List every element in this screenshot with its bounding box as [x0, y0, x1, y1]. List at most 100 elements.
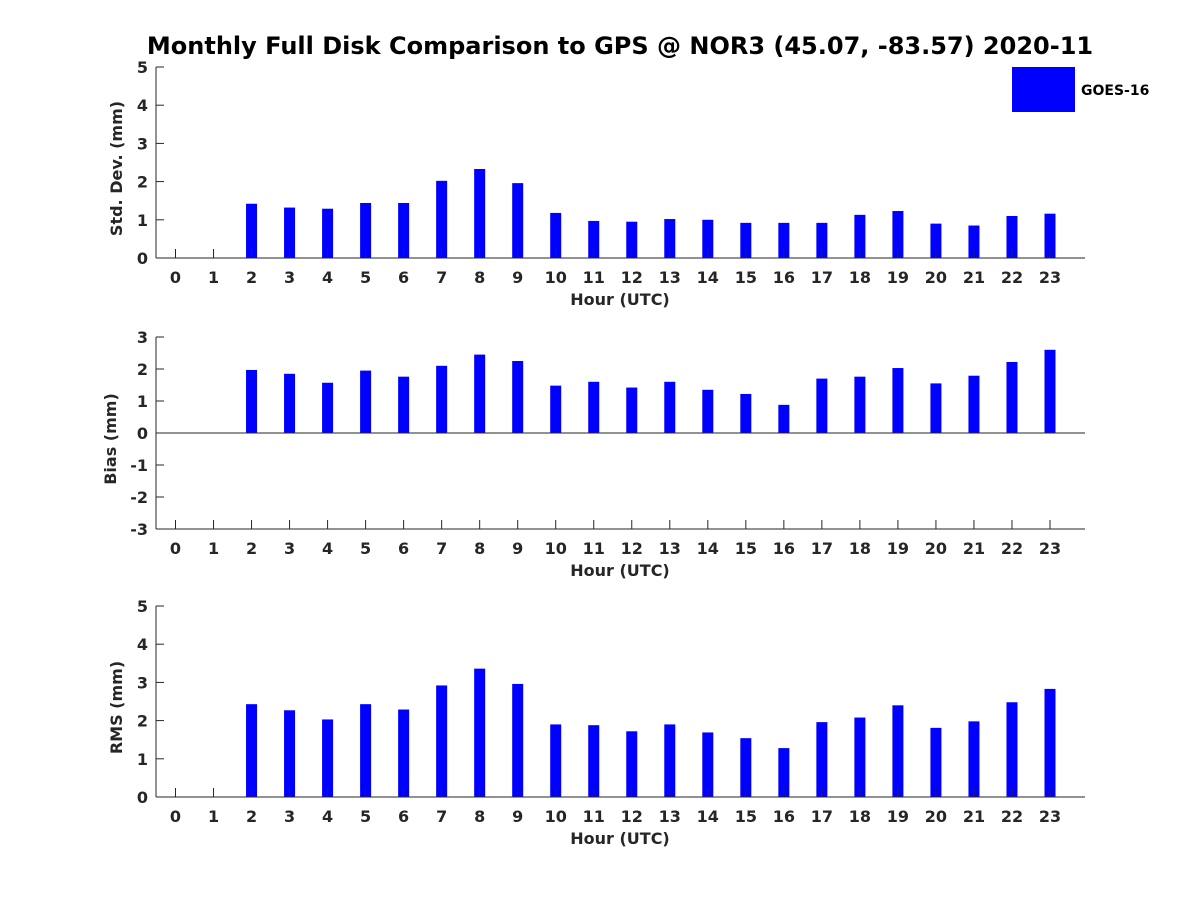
bar-hour-2: [246, 203, 258, 258]
y-tick-label: 2: [137, 360, 148, 379]
bar-hour-20: [930, 383, 942, 433]
bar-hour-11: [588, 381, 600, 433]
y-axis-label: RMS (mm): [107, 661, 126, 754]
x-tick-label: 13: [659, 539, 681, 558]
x-tick-label: 18: [849, 268, 871, 287]
x-tick-label: 12: [621, 268, 643, 287]
chart-title: Monthly Full Disk Comparison to GPS @ NO…: [147, 32, 1093, 60]
x-tick-label: 11: [583, 539, 605, 558]
x-tick-label: 8: [474, 268, 485, 287]
bar-hour-22: [1006, 215, 1018, 258]
x-tick-label: 11: [583, 807, 605, 826]
bar-hour-6: [398, 376, 410, 433]
x-tick-label: 23: [1039, 268, 1061, 287]
bar-hour-18: [854, 214, 866, 258]
y-tick-label: 3: [137, 134, 148, 153]
legend-swatch: [1012, 67, 1075, 112]
bar-hour-17: [816, 222, 828, 258]
y-tick-label: 2: [137, 173, 148, 192]
y-tick-label: -2: [130, 488, 148, 507]
bar-hour-16: [778, 222, 790, 258]
y-tick-label: 3: [137, 328, 148, 347]
x-tick-label: 4: [322, 268, 333, 287]
bar-hour-10: [550, 724, 562, 797]
bar-hour-23: [1044, 349, 1056, 433]
bar-hour-7: [436, 685, 448, 797]
bar-hour-16: [778, 404, 790, 433]
x-tick-label: 14: [697, 539, 719, 558]
y-tick-label: 2: [137, 712, 148, 731]
bar-hour-22: [1006, 702, 1018, 797]
x-tick-label: 10: [545, 807, 567, 826]
x-tick-label: 6: [398, 539, 409, 558]
x-tick-label: 22: [1001, 268, 1023, 287]
x-tick-label: 6: [398, 268, 409, 287]
bar-hour-23: [1044, 688, 1056, 797]
legend-label: GOES-16: [1081, 83, 1149, 99]
bar-hour-18: [854, 376, 866, 433]
x-tick-label: 9: [512, 539, 523, 558]
y-tick-label: 0: [137, 788, 148, 807]
x-tick-label: 17: [811, 807, 833, 826]
bar-hour-12: [626, 221, 638, 258]
x-tick-label: 22: [1001, 539, 1023, 558]
x-tick-label: 21: [963, 807, 985, 826]
bar-hour-13: [664, 219, 676, 258]
bar-hour-4: [322, 208, 334, 258]
x-tick-label: 20: [925, 539, 947, 558]
bar-hour-12: [626, 731, 638, 797]
y-axis-label: Bias (mm): [101, 393, 120, 485]
y-axis-label: Std. Dev. (mm): [107, 101, 126, 236]
bar-hour-9: [512, 361, 524, 433]
bar-hour-14: [702, 389, 714, 433]
bar-hour-18: [854, 717, 866, 797]
y-tick-label: 0: [137, 249, 148, 268]
y-tick-label: 1: [137, 392, 148, 411]
x-tick-label: 5: [360, 539, 371, 558]
bar-hour-19: [892, 705, 904, 797]
x-tick-label: 21: [963, 268, 985, 287]
y-tick-label: 5: [137, 597, 148, 616]
bar-hour-14: [702, 732, 714, 797]
x-tick-label: 1: [208, 539, 219, 558]
x-tick-label: 15: [735, 539, 757, 558]
bar-hour-15: [740, 393, 752, 433]
bar-hour-22: [1006, 361, 1018, 433]
x-tick-label: 10: [545, 268, 567, 287]
bar-hour-14: [702, 219, 714, 258]
y-tick-label: 4: [137, 96, 148, 115]
bar-hour-19: [892, 368, 904, 433]
x-tick-label: 23: [1039, 539, 1061, 558]
bar-hour-8: [474, 668, 486, 797]
y-tick-label: 0: [137, 424, 148, 443]
x-axis-label: Hour (UTC): [570, 290, 670, 309]
x-tick-label: 4: [322, 807, 333, 826]
x-tick-label: 14: [697, 268, 719, 287]
x-tick-label: 23: [1039, 807, 1061, 826]
bar-hour-10: [550, 212, 562, 258]
bar-hour-5: [360, 704, 372, 797]
x-tick-label: 8: [474, 539, 485, 558]
y-tick-label: 5: [137, 58, 148, 77]
x-tick-label: 0: [170, 268, 181, 287]
bar-hour-5: [360, 202, 372, 258]
x-tick-label: 7: [436, 807, 447, 826]
bar-hour-3: [284, 710, 296, 797]
x-tick-label: 3: [284, 268, 295, 287]
bar-hour-12: [626, 387, 638, 433]
bar-hour-4: [322, 719, 334, 797]
bar-hour-7: [436, 180, 448, 258]
x-tick-label: 16: [773, 539, 795, 558]
bar-hour-5: [360, 370, 372, 433]
x-tick-label: 17: [811, 268, 833, 287]
x-tick-label: 21: [963, 539, 985, 558]
y-tick-label: 3: [137, 673, 148, 692]
x-tick-label: 16: [773, 807, 795, 826]
x-tick-label: 22: [1001, 807, 1023, 826]
x-tick-label: 6: [398, 807, 409, 826]
bar-hour-23: [1044, 213, 1056, 258]
bar-hour-15: [740, 222, 752, 258]
